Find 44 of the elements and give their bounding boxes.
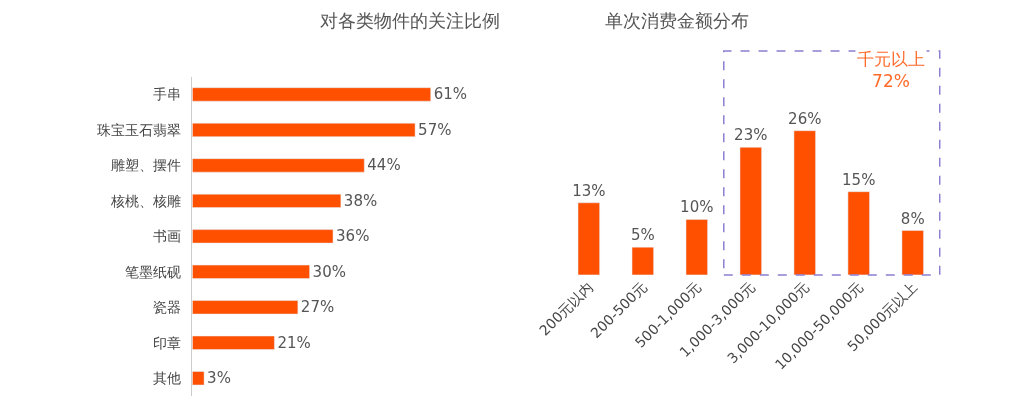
bar [192,229,334,244]
bar [192,371,205,386]
data-label: 3% [207,369,231,388]
y-tick-label: 雕塑、摆件 [110,157,181,174]
y-tick-label: 瓷器 [152,299,181,316]
data-label: 27% [300,298,335,317]
data-label: 13% [572,181,606,200]
data-label: 5% [630,226,655,245]
data-label: 57% [418,120,452,139]
text: 千元以上 72% [857,49,925,92]
chart-title: 单次消费金额分布 [605,10,749,31]
data-label: 61% [433,85,468,104]
data-label: 8% [900,209,925,228]
y-tick-label: 印章 [152,334,181,351]
bar [631,246,654,275]
bar [685,219,708,275]
bar [192,300,299,315]
data-label: 44% [367,156,401,175]
data-label: 38% [343,191,378,210]
bar [192,335,275,350]
bar [192,264,310,279]
data-label: 23% [734,126,768,145]
data-label: 21% [277,333,311,352]
chart-title: 对各类物件的关注比例 [320,10,500,31]
bar [739,147,762,275]
bar [192,122,416,137]
y-tick-label: 笔墨纸砚 [124,263,181,280]
bar [192,158,365,173]
data-label: 30% [312,262,346,281]
y-tick-label: 核桃、核雕 [109,192,181,209]
bar [192,193,342,208]
y-tick-label: 手串 [152,86,181,103]
bar [793,130,816,275]
bar [901,230,924,275]
bar [192,87,431,102]
y-tick-label: 书画 [152,228,181,245]
bar [577,202,600,275]
data-label: 26% [788,109,822,128]
data-label: 36% [336,227,370,246]
data-label: 10% [680,198,714,217]
bar [847,191,870,275]
y-tick-label: 其他 [152,370,181,387]
data-label: 15% [842,170,876,189]
y-tick-label: 珠宝玉石翡翠 [96,121,181,138]
